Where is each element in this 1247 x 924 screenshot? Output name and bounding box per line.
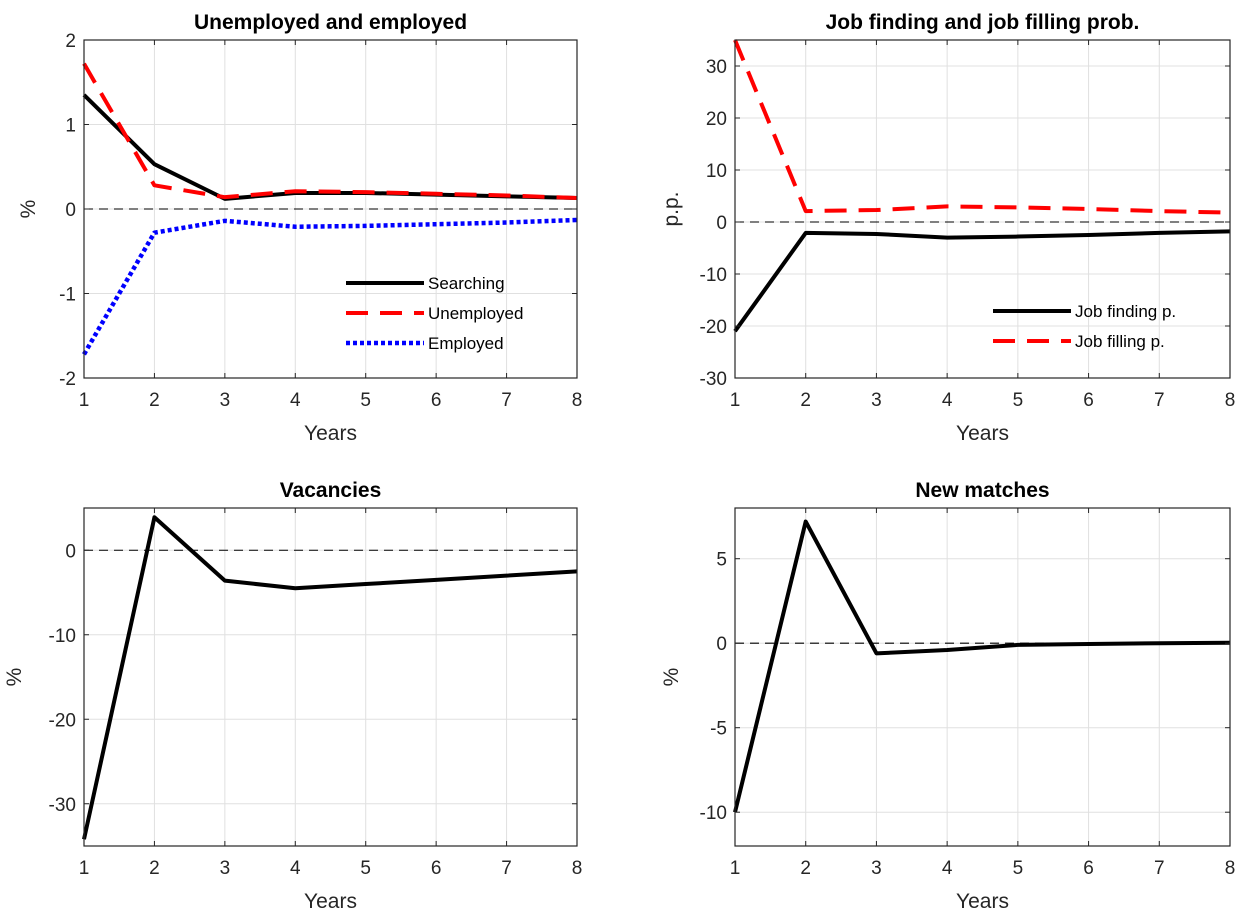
y-tick-label: 30 bbox=[706, 57, 727, 78]
y-tick-label: 10 bbox=[706, 161, 727, 182]
x-tick-label: 4 bbox=[942, 858, 953, 879]
x-tick-label: 4 bbox=[290, 390, 301, 411]
x-tick-label: 1 bbox=[79, 858, 90, 879]
legend: Searching Unemployed Employed bbox=[346, 274, 523, 353]
x-tick-label: 2 bbox=[149, 858, 160, 879]
series-line-2 bbox=[82, 62, 578, 201]
y-tick-label: -10 bbox=[700, 803, 727, 824]
x-tick-label: 5 bbox=[360, 858, 371, 879]
y-tick-label: -10 bbox=[49, 626, 76, 647]
x-tick-label: 8 bbox=[572, 858, 583, 879]
y-tick-label: -20 bbox=[700, 317, 727, 338]
x-tick-label: 8 bbox=[1225, 858, 1236, 879]
legend-label-1: Searching bbox=[428, 274, 505, 293]
x-tick-label: 6 bbox=[431, 390, 442, 411]
y-tick-label: 0 bbox=[65, 541, 76, 562]
y-axis-label: % bbox=[660, 668, 683, 687]
legend-label-3: Employed bbox=[428, 334, 504, 353]
x-tick-label: 2 bbox=[800, 390, 811, 411]
x-tick-label: 2 bbox=[800, 858, 811, 879]
y-tick-label: 5 bbox=[716, 550, 727, 571]
y-tick-label: -30 bbox=[49, 795, 76, 816]
x-tick-label: 3 bbox=[871, 390, 882, 411]
series-line-2 bbox=[733, 39, 1231, 215]
x-axis-label: Years bbox=[304, 422, 357, 445]
x-tick-label: 5 bbox=[360, 390, 371, 411]
x-tick-label: 6 bbox=[431, 858, 442, 879]
chart-panel-1: 1 2 3 4 5 6 7 8 -2 -1 0 1 2 Unemployed and employed Ye… bbox=[17, 11, 582, 445]
y-tick-label: 0 bbox=[716, 213, 727, 234]
x-tick-label: 3 bbox=[220, 390, 231, 411]
x-tick-label: 7 bbox=[501, 858, 512, 879]
series-line-1 bbox=[82, 93, 578, 201]
x-tick-label: 1 bbox=[79, 390, 90, 411]
y-tick-label: 20 bbox=[706, 109, 727, 130]
chart-title: Unemployed and employed bbox=[194, 11, 467, 34]
y-axis-label: p.p. bbox=[660, 191, 683, 226]
y-tick-label: -30 bbox=[700, 369, 727, 390]
chart-title: Job finding and job filling prob. bbox=[826, 11, 1140, 34]
y-tick-label: 1 bbox=[65, 116, 76, 137]
x-tick-label: 6 bbox=[1083, 390, 1094, 411]
y-tick-label: -1 bbox=[59, 285, 76, 306]
x-tick-label: 7 bbox=[1154, 390, 1165, 411]
x-tick-label: 5 bbox=[1013, 858, 1024, 879]
x-tick-label: 4 bbox=[942, 390, 953, 411]
y-tick-label: 0 bbox=[65, 200, 76, 221]
x-axis-label: Years bbox=[956, 890, 1009, 913]
chart-panel-3: 1 2 3 4 5 6 7 8 -30 -20 -10 0 Vacancies Years% bbox=[3, 479, 582, 913]
x-axis-label: Years bbox=[304, 890, 357, 913]
x-tick-label: 3 bbox=[220, 858, 231, 879]
x-tick-label: 7 bbox=[1154, 858, 1165, 879]
legend-label-1: Job finding p. bbox=[1075, 302, 1176, 321]
legend-label-2: Unemployed bbox=[428, 304, 523, 323]
y-tick-label: 0 bbox=[716, 634, 727, 655]
y-tick-label: -2 bbox=[59, 369, 76, 390]
x-tick-label: 1 bbox=[730, 390, 741, 411]
x-tick-label: 8 bbox=[1225, 390, 1236, 411]
legend: Job finding p. Job filling p. bbox=[993, 302, 1176, 351]
x-axis-label: Years bbox=[956, 422, 1009, 445]
axes-frame bbox=[734, 507, 1231, 847]
chart-title: New matches bbox=[915, 479, 1049, 502]
series-line-1 bbox=[733, 229, 1231, 333]
axes-frame bbox=[734, 39, 1231, 379]
x-tick-label: 4 bbox=[290, 858, 301, 879]
chart-title: Vacancies bbox=[280, 479, 382, 502]
x-tick-label: 3 bbox=[871, 858, 882, 879]
y-tick-label: -5 bbox=[710, 719, 727, 740]
chart-panel-4: 1 2 3 4 5 6 7 8 -10 -5 0 5 New matches Years% bbox=[660, 479, 1235, 913]
chart-panel-2: 1 2 3 4 5 6 7 8 -30 -20 -10 0 10 20 30 Job finding and … bbox=[660, 11, 1235, 445]
y-tick-label: -10 bbox=[700, 265, 727, 286]
x-tick-label: 7 bbox=[501, 390, 512, 411]
x-tick-label: 1 bbox=[730, 858, 741, 879]
x-tick-label: 2 bbox=[149, 390, 160, 411]
y-tick-label: 2 bbox=[65, 31, 76, 52]
y-tick-label: -20 bbox=[49, 710, 76, 731]
x-tick-label: 6 bbox=[1083, 858, 1094, 879]
series-line-3 bbox=[82, 217, 578, 356]
legend-label-2: Job filling p. bbox=[1075, 332, 1165, 351]
y-axis-label: % bbox=[17, 200, 40, 219]
x-tick-label: 8 bbox=[572, 390, 583, 411]
series-line-1 bbox=[733, 519, 1231, 813]
axes-frame bbox=[83, 507, 578, 847]
series-line-1 bbox=[82, 515, 578, 840]
x-tick-label: 5 bbox=[1013, 390, 1024, 411]
y-axis-label: % bbox=[3, 668, 26, 687]
